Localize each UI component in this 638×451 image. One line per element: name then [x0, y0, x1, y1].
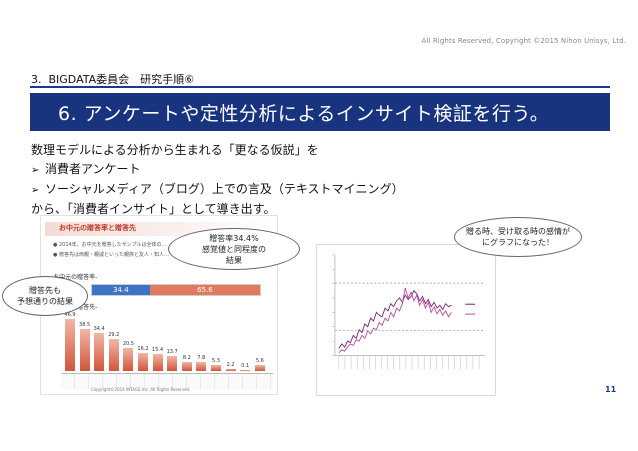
- recipient-bar: [167, 355, 178, 371]
- recipient-bar-value: 7.8: [197, 355, 206, 362]
- callout-line: 贈答率34.4%: [209, 233, 259, 243]
- bullet-item-survey: ➢ 消費者アンケート: [31, 160, 404, 180]
- recipient-bar: [240, 370, 251, 371]
- recipient-bar: [138, 353, 148, 371]
- chart-bullet: ● 2014年、お中元を贈答したサンプルは全体の…: [53, 242, 167, 248]
- callout-line: にグラフになった！: [482, 238, 554, 247]
- recipient-bar: [254, 364, 265, 371]
- callout-recipients: 贈答先も 予想通りの結果: [2, 276, 88, 316]
- recipient-bar-value: 34.4: [93, 326, 105, 333]
- chart-title: お中元の贈答率と贈答先: [59, 224, 136, 232]
- section-label-rate: -お中元の贈答率-: [51, 274, 98, 281]
- chart-bullets: ● 2014年、お中元を贈答したサンプルは全体の… ● 贈答先は両親・親戚といっ…: [53, 240, 169, 260]
- callout-line: 贈答先も: [29, 286, 61, 295]
- recipient-bar: [123, 348, 134, 371]
- recipient-bar-value: 2.2: [226, 361, 235, 368]
- callout-line: 結果: [226, 255, 242, 265]
- series-line: [338, 287, 452, 353]
- bullet-item-label: ソーシャルメディア（ブログ）上での言及（テキストマイニング）: [45, 182, 404, 196]
- bullet-item-social: ➢ ソーシャルメディア（ブログ）上での言及（テキストマイニング）: [31, 180, 404, 200]
- recipient-bar-value: 29.2: [108, 331, 120, 338]
- recipient-bar: [65, 319, 75, 371]
- section-divider: [30, 86, 610, 88]
- recipient-bar-chart: 46.9 38.5 34.4 29.2 20.5 16.2 15.4 13.7 8.2 7.8 5.…: [61, 311, 271, 371]
- recipient-bar-value: 15.4: [152, 347, 164, 354]
- rate-not-gave-segment: 65.6: [149, 285, 260, 295]
- recipient-bar-value: 46.9: [64, 312, 76, 319]
- recipient-bar: [211, 365, 221, 371]
- recipient-bar-value: 5.3: [212, 358, 220, 365]
- recipient-bar: [181, 361, 192, 371]
- arrow-bullet-icon: ➢: [31, 185, 40, 196]
- recipient-bar: [225, 368, 236, 371]
- callout-gift-rate: 贈答率34.4% 感覚値と同程度の 結果: [168, 228, 300, 270]
- callout-line: 予想通りの結果: [17, 297, 73, 306]
- recipient-bar: [94, 333, 105, 371]
- recipient-bar: [196, 362, 207, 371]
- recipient-category-table: [61, 373, 273, 389]
- chart-bullet: ● 贈答先は両親・親戚といった親族と友人・知人…: [53, 252, 169, 258]
- callout-emotion-graph: 贈る時、受け取る時の感情が にグラフになった！: [454, 217, 582, 257]
- callout-line: 贈る時、受け取る時の感情が: [466, 227, 570, 236]
- stacked-rate-bar: 34.4 65.6: [91, 284, 261, 296]
- callout-line: 感覚値と同程度の: [202, 244, 266, 254]
- bullet-item-label: 消費者アンケート: [45, 162, 141, 176]
- slide-banner-title: 6. アンケートや定性分析によるインサイト検証を行う。: [30, 93, 610, 131]
- recipient-bar-value: 38.5: [79, 321, 91, 328]
- recipient-bar: [108, 338, 119, 371]
- series-line: [338, 290, 452, 349]
- chart-footer: Copyright©2014 INTAGE Inc. All Rights Re…: [91, 387, 191, 392]
- body-line-4: から、「消費者インサイト」として導き出す。: [31, 202, 276, 216]
- arrow-bullet-icon: ➢: [31, 165, 40, 176]
- recipient-bar-value: 13.7: [166, 348, 178, 355]
- body-text: 数理モデルによる分析から生まれる「更なる仮説」を ➢ 消費者アンケート ➢ ソーシャ…: [31, 141, 404, 219]
- emotion-line-chart-image: [316, 244, 496, 396]
- recipient-bar: [152, 354, 163, 371]
- recipient-bar: [79, 328, 90, 371]
- recipient-bar-value: 5.6: [255, 357, 264, 364]
- section-title: 3. BIGDATA委員会 研究手順⑥: [31, 73, 195, 86]
- recipient-bar-value: 20.5: [122, 341, 134, 348]
- copyright-notice: All Rights Reserved, Copyright ©2015 Nih…: [421, 37, 626, 45]
- body-line-1: 数理モデルによる分析から生まれる「更なる仮説」を: [31, 143, 319, 157]
- recipient-bar-value: 0.1: [241, 363, 250, 369]
- page-number: 11: [605, 385, 617, 394]
- recipient-bar-value: 8.2: [182, 354, 191, 361]
- rate-gave-segment: 34.4: [92, 285, 150, 295]
- recipient-bar-value: 16.2: [137, 346, 149, 353]
